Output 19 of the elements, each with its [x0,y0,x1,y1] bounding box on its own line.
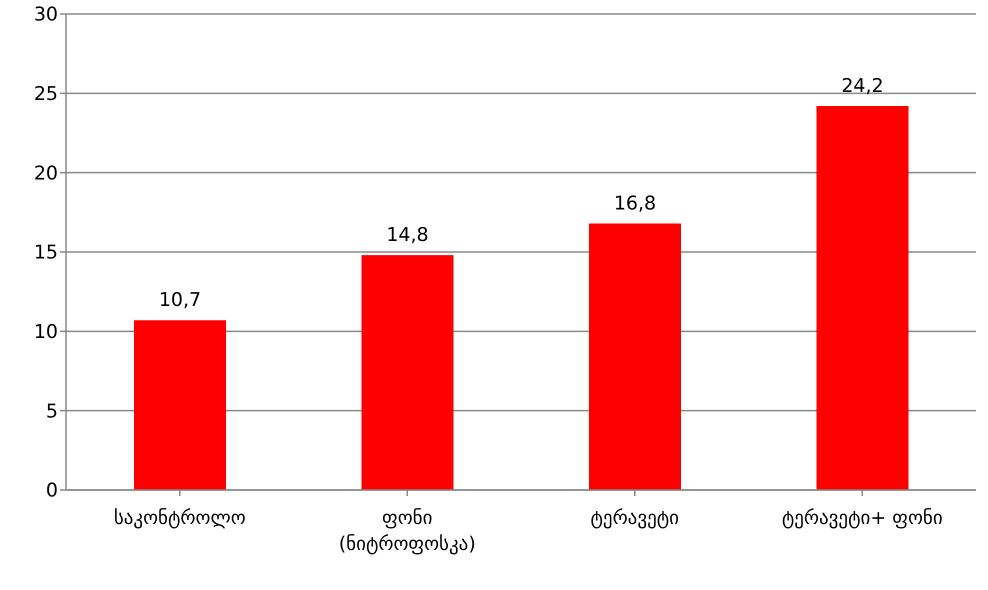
x-tick-label: ტერავეტი+ ფონი [782,507,943,529]
y-tick-label: 15 [34,242,58,264]
bar [816,106,908,490]
y-tick-label: 30 [34,4,58,26]
y-tick-label: 25 [34,83,58,106]
y-tick-label: 20 [34,162,58,184]
x-tick-label: ფონი (ნიტროფოსკა) [338,507,476,555]
data-label: 24,2 [841,75,884,98]
y-tick-label: 10 [34,321,58,344]
bar [134,320,226,490]
y-tick-label: 0 [46,480,58,502]
bar [362,255,454,490]
x-tick-label: საკონტროლო [114,507,246,529]
x-tick-label: ტერავეტი [590,507,680,529]
data-label: 10,7 [158,289,202,312]
data-label: 16,8 [614,192,656,214]
data-label: 14,8 [386,224,429,246]
y-tick-label: 5 [46,400,58,422]
bar [589,223,681,490]
